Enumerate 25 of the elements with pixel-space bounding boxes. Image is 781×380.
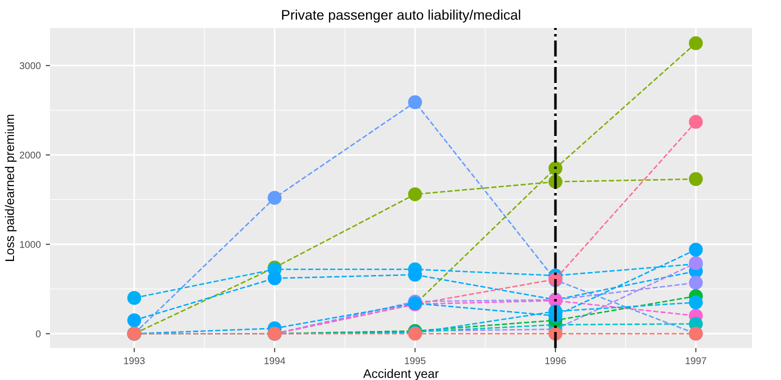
point — [688, 172, 703, 186]
point — [127, 291, 142, 305]
point — [688, 276, 703, 290]
point — [688, 36, 703, 50]
y-axis-title: Loss paid/earned premium — [4, 114, 17, 261]
point — [688, 295, 703, 310]
point — [688, 114, 703, 129]
y-tick-label: 3000 — [20, 62, 41, 70]
x-tick-label: 1997 — [686, 357, 706, 364]
point — [268, 271, 282, 286]
y-tick-label: 1000 — [20, 241, 41, 248]
point — [408, 268, 422, 282]
x-tick-label: 1996 — [545, 357, 566, 364]
point — [268, 190, 282, 205]
chart-title: Private passenger auto liability/medical — [282, 10, 520, 23]
x-tick-label: 1993 — [124, 357, 145, 364]
point — [688, 242, 703, 257]
point — [548, 161, 562, 176]
point — [127, 313, 142, 328]
point — [408, 187, 422, 202]
y-tick-label: 2000 — [20, 152, 41, 159]
point — [408, 95, 422, 110]
x-tick-label: 1994 — [264, 357, 286, 364]
y-tick-label: 0 — [36, 330, 41, 338]
x-tick-label: 1995 — [404, 357, 426, 364]
